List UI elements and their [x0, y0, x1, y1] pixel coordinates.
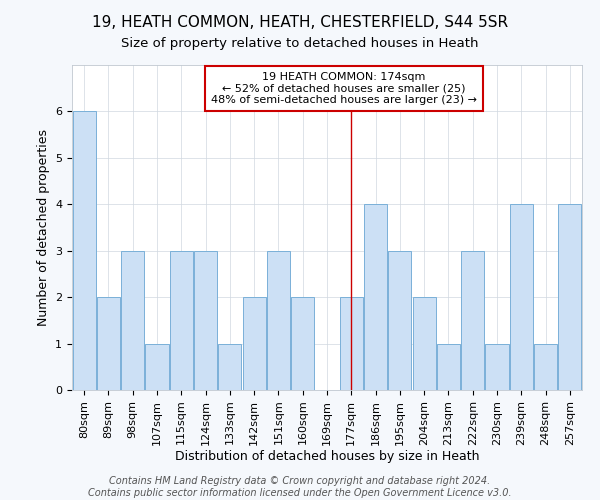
Bar	[194, 250, 217, 390]
Bar	[291, 297, 314, 390]
Text: Size of property relative to detached houses in Heath: Size of property relative to detached ho…	[121, 38, 479, 51]
Bar	[73, 112, 95, 390]
Text: Contains HM Land Registry data © Crown copyright and database right 2024.
Contai: Contains HM Land Registry data © Crown c…	[88, 476, 512, 498]
Bar	[218, 344, 241, 390]
Text: 19, HEATH COMMON, HEATH, CHESTERFIELD, S44 5SR: 19, HEATH COMMON, HEATH, CHESTERFIELD, S…	[92, 15, 508, 30]
Bar	[145, 344, 169, 390]
Bar	[388, 250, 412, 390]
Bar	[461, 250, 484, 390]
Text: 19 HEATH COMMON: 174sqm
← 52% of detached houses are smaller (25)
48% of semi-de: 19 HEATH COMMON: 174sqm ← 52% of detache…	[211, 72, 477, 105]
Bar	[364, 204, 387, 390]
Bar	[437, 344, 460, 390]
Bar	[121, 250, 144, 390]
Bar	[534, 344, 557, 390]
Bar	[267, 250, 290, 390]
Bar	[340, 297, 363, 390]
Bar	[242, 297, 266, 390]
X-axis label: Distribution of detached houses by size in Heath: Distribution of detached houses by size …	[175, 450, 479, 464]
Bar	[510, 204, 533, 390]
Bar	[485, 344, 509, 390]
Bar	[170, 250, 193, 390]
Y-axis label: Number of detached properties: Number of detached properties	[37, 129, 50, 326]
Bar	[413, 297, 436, 390]
Bar	[97, 297, 120, 390]
Bar	[559, 204, 581, 390]
